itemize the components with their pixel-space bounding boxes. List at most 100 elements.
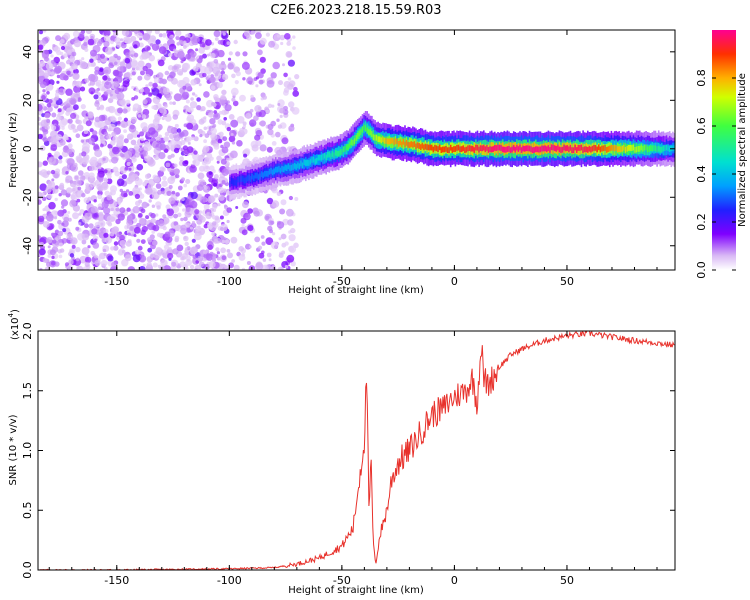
ridge-cell xyxy=(561,146,564,153)
noise-speck xyxy=(183,183,187,188)
noise-speck xyxy=(92,212,99,219)
noise-speck xyxy=(52,232,56,237)
noise-speck xyxy=(98,114,106,122)
noise-speck xyxy=(198,83,202,87)
noise-speck xyxy=(183,40,187,44)
noise-speck xyxy=(208,76,216,84)
ridge-cell xyxy=(547,145,550,151)
noise-speck xyxy=(114,170,120,177)
noise-speck xyxy=(67,143,73,149)
noise-speck xyxy=(49,249,56,256)
noise-speck xyxy=(241,61,250,70)
ridge-cell xyxy=(616,146,619,153)
noise-speck xyxy=(202,72,207,78)
noise-speck xyxy=(96,41,102,47)
ridge-cell xyxy=(599,146,602,153)
noise-speck xyxy=(129,226,134,231)
noise-speck xyxy=(164,70,170,76)
ridge-cell xyxy=(410,141,413,147)
heatmap-ridge xyxy=(229,111,675,201)
noise-speck xyxy=(121,174,127,180)
noise-speck xyxy=(157,93,162,99)
noise-speck xyxy=(208,225,213,230)
noise-speck xyxy=(121,42,127,49)
y-tick-label: 0.0 xyxy=(21,561,34,579)
noise-speck xyxy=(103,40,110,48)
ridge-cell xyxy=(276,166,279,173)
noise-speck xyxy=(175,173,180,179)
noise-speck xyxy=(42,30,47,33)
ridge-cell xyxy=(553,145,556,151)
ridge-cell xyxy=(333,152,335,159)
noise-speck xyxy=(91,228,98,235)
noise-speck xyxy=(126,161,131,167)
ridge-cell xyxy=(396,138,398,145)
noise-speck xyxy=(122,80,130,88)
ridge-cell xyxy=(290,164,293,171)
noise-speck xyxy=(97,194,103,200)
noise-speck xyxy=(187,141,191,145)
noise-speck xyxy=(38,44,44,50)
noise-speck xyxy=(286,52,293,58)
ridge-cell xyxy=(607,146,610,152)
noise-speck xyxy=(85,183,93,192)
noise-speck xyxy=(134,193,140,199)
noise-speck xyxy=(255,32,262,39)
ridge-cell xyxy=(368,129,370,135)
noise-speck xyxy=(99,105,105,111)
ridge-cell xyxy=(434,144,436,151)
noise-speck xyxy=(119,240,127,247)
noise-speck xyxy=(245,214,249,218)
noise-speck xyxy=(105,106,111,112)
ridge-cell xyxy=(505,147,507,153)
noise-speck xyxy=(162,175,167,181)
noise-speck xyxy=(39,70,45,76)
y-multiplier: (x104) xyxy=(7,309,21,340)
noise-speck xyxy=(109,231,115,237)
noise-speck xyxy=(79,61,88,69)
noise-speck xyxy=(122,108,128,114)
noise-speck xyxy=(65,103,71,108)
ridge-cell xyxy=(375,134,378,141)
noise-speck xyxy=(71,244,76,249)
noise-speck xyxy=(142,263,146,267)
noise-speck xyxy=(239,94,246,102)
noise-speck xyxy=(204,133,210,139)
noise-speck xyxy=(268,258,272,262)
ridge-cell xyxy=(626,145,628,152)
noise-speck xyxy=(89,58,94,63)
colorbar-tick-label: 0.6 xyxy=(695,117,708,135)
ridge-cell xyxy=(467,145,469,152)
noise-speck xyxy=(163,148,169,153)
noise-speck xyxy=(166,208,175,216)
noise-speck xyxy=(223,117,227,121)
noise-speck xyxy=(203,250,208,255)
noise-speck xyxy=(133,44,138,49)
noise-speck xyxy=(152,96,161,104)
noise-speck xyxy=(109,93,113,97)
noise-speck xyxy=(206,53,210,57)
noise-speck xyxy=(220,227,224,231)
noise-speck xyxy=(135,249,140,255)
noise-speck xyxy=(125,99,131,105)
ridge-cell xyxy=(639,145,641,152)
spectrogram-panel: -150 -100 -50 0 50 -40 -20 0 20 40 Height of str… xyxy=(8,29,676,296)
ridge-cell xyxy=(476,144,479,151)
noise-speck xyxy=(226,126,231,132)
noise-speck xyxy=(130,60,139,69)
noise-speck xyxy=(196,184,204,192)
noise-speck xyxy=(128,191,134,196)
noise-speck xyxy=(58,254,63,259)
noise-speck xyxy=(179,261,186,268)
ridge-cell xyxy=(596,146,598,153)
noise-speck xyxy=(44,56,49,62)
noise-speck xyxy=(65,136,69,141)
x-tick-label: -150 xyxy=(104,574,129,587)
noise-speck xyxy=(114,89,120,95)
ridge-cell xyxy=(262,172,264,179)
noise-speck xyxy=(66,233,74,241)
noise-speck xyxy=(82,233,89,241)
noise-speck xyxy=(38,170,43,176)
noise-speck xyxy=(257,49,263,56)
ridge-cell xyxy=(391,137,394,144)
